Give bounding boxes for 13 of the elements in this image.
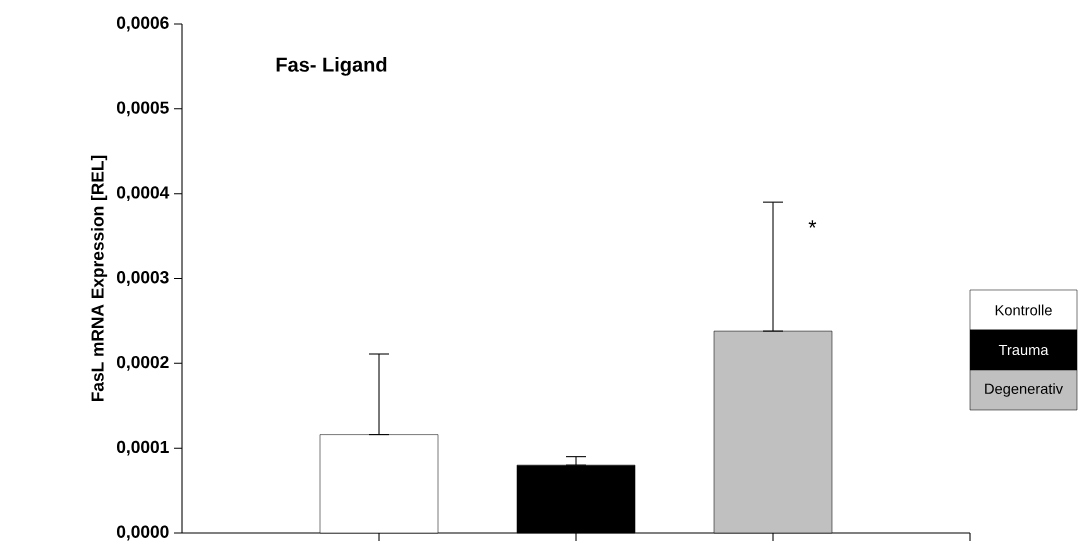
y-tick-label: 0,0002	[116, 355, 169, 371]
text: Degenerativ	[985, 383, 1063, 397]
text: Kontrolle	[995, 304, 1052, 316]
y-tick-label: 0,0006	[116, 16, 169, 32]
y-tick-label: 0,0001	[116, 440, 169, 456]
y-tick-label: 0,0000	[116, 525, 169, 541]
y-axis-title: FasL mRNA Expression [REL]	[90, 155, 108, 402]
text: Fas- Ligand	[276, 57, 387, 76]
y-tick-label: 0,0004	[116, 186, 170, 202]
y-tick-label: 0,0003	[116, 271, 169, 286]
annotation: *	[808, 220, 817, 228]
text: Trauma	[998, 344, 1049, 356]
y-tick-label: 0,0005	[116, 101, 169, 117]
